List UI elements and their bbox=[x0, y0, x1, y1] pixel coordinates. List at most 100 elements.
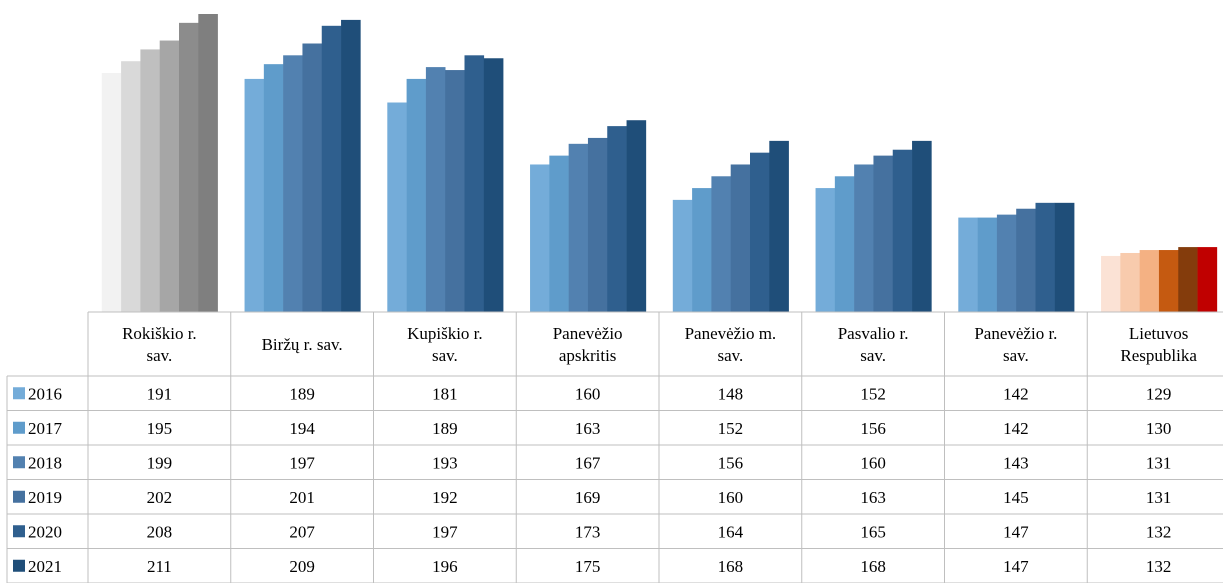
data-label: 167 bbox=[575, 453, 601, 472]
bar bbox=[549, 155, 569, 312]
data-label: 168 bbox=[718, 557, 744, 576]
data-label: 192 bbox=[432, 488, 458, 507]
data-label: 208 bbox=[147, 522, 173, 541]
data-label: 191 bbox=[147, 384, 173, 403]
category-label: Panevėžio m. bbox=[685, 324, 777, 343]
data-label: 165 bbox=[860, 522, 886, 541]
bar bbox=[1016, 208, 1036, 312]
series-name: 2017 bbox=[28, 419, 63, 438]
bar bbox=[406, 78, 427, 312]
bar bbox=[996, 214, 1017, 312]
bar bbox=[587, 137, 608, 312]
data-label: 156 bbox=[718, 453, 744, 472]
bar bbox=[387, 102, 407, 312]
bar bbox=[958, 217, 978, 312]
data-label: 148 bbox=[718, 384, 744, 403]
category-label: Panevėžio bbox=[553, 324, 623, 343]
bar bbox=[140, 49, 160, 312]
bar bbox=[198, 14, 218, 312]
category-label: Biržų r. sav. bbox=[262, 335, 343, 354]
data-label: 160 bbox=[575, 384, 601, 403]
data-label: 129 bbox=[1146, 384, 1172, 403]
category-label: Respublika bbox=[1120, 346, 1197, 365]
data-label: 196 bbox=[432, 557, 458, 576]
bar bbox=[244, 78, 265, 312]
category-label: Lietuvos bbox=[1129, 324, 1189, 343]
legend-key bbox=[13, 421, 25, 434]
bar bbox=[179, 22, 199, 312]
data-label: 131 bbox=[1146, 488, 1172, 507]
data-label: 132 bbox=[1146, 557, 1172, 576]
bar bbox=[341, 19, 361, 313]
data-label: 169 bbox=[575, 488, 601, 507]
bar bbox=[977, 217, 998, 312]
data-label: 142 bbox=[1003, 384, 1029, 403]
data-table: Rokiškio r. sav. Biržų r. sav. Kupiškio r. s… bbox=[6, 311, 1223, 583]
bar bbox=[711, 176, 731, 312]
series-name: 2020 bbox=[28, 522, 62, 541]
bar bbox=[464, 55, 485, 313]
legend-key bbox=[13, 456, 25, 469]
bar bbox=[568, 143, 589, 312]
bar bbox=[692, 188, 712, 312]
bar bbox=[892, 149, 913, 312]
series-name: 2018 bbox=[28, 453, 62, 472]
bars-layer bbox=[101, 14, 1218, 313]
bar bbox=[1101, 255, 1121, 312]
data-label: 163 bbox=[860, 488, 886, 507]
data-label: 197 bbox=[289, 453, 315, 472]
bar bbox=[159, 40, 180, 313]
data-label: 131 bbox=[1146, 453, 1172, 472]
data-label: 163 bbox=[575, 419, 601, 438]
bar bbox=[530, 164, 550, 312]
data-label: 211 bbox=[147, 557, 172, 576]
bar bbox=[873, 155, 894, 312]
bar bbox=[1035, 202, 1056, 312]
data-label: 160 bbox=[860, 453, 886, 472]
category-label: Kupiškio r. bbox=[407, 324, 483, 343]
bar bbox=[1120, 252, 1140, 312]
bar bbox=[672, 199, 693, 312]
legend-key bbox=[13, 490, 25, 503]
series-name: 2021 bbox=[28, 557, 62, 576]
bar bbox=[302, 43, 323, 312]
bar bbox=[1054, 202, 1075, 312]
data-label: 207 bbox=[289, 522, 315, 541]
bar bbox=[425, 67, 446, 312]
bar bbox=[815, 188, 836, 312]
legend-key bbox=[13, 559, 25, 572]
legend-key bbox=[13, 387, 25, 400]
data-label: 164 bbox=[718, 522, 744, 541]
bar bbox=[445, 70, 465, 312]
data-label: 202 bbox=[147, 488, 173, 507]
bar bbox=[626, 120, 647, 312]
bar bbox=[321, 25, 342, 313]
bar bbox=[750, 152, 770, 312]
data-label: 181 bbox=[432, 384, 458, 403]
category-label: sav. bbox=[860, 346, 886, 365]
data-label: 209 bbox=[289, 557, 315, 576]
data-label: 145 bbox=[1003, 488, 1029, 507]
data-label: 189 bbox=[289, 384, 315, 403]
data-label: 160 bbox=[718, 488, 744, 507]
bar bbox=[263, 64, 284, 312]
category-label: sav. bbox=[432, 346, 458, 365]
data-label: 193 bbox=[432, 453, 458, 472]
bar bbox=[1178, 247, 1198, 312]
bar bbox=[912, 140, 932, 312]
category-label: sav. bbox=[1003, 346, 1029, 365]
bar bbox=[1197, 247, 1218, 312]
data-label: 195 bbox=[147, 419, 173, 438]
data-label: 130 bbox=[1146, 419, 1172, 438]
category-label: Pasvalio r. bbox=[838, 324, 909, 343]
data-label: 132 bbox=[1146, 522, 1172, 541]
data-label: 189 bbox=[432, 419, 458, 438]
data-label: 147 bbox=[1003, 522, 1029, 541]
data-label: 199 bbox=[147, 453, 173, 472]
data-label: 156 bbox=[860, 419, 886, 438]
bar bbox=[283, 55, 303, 313]
data-label: 147 bbox=[1003, 557, 1029, 576]
series-name: 2016 bbox=[28, 384, 62, 403]
category-label: apskritis bbox=[559, 346, 617, 365]
